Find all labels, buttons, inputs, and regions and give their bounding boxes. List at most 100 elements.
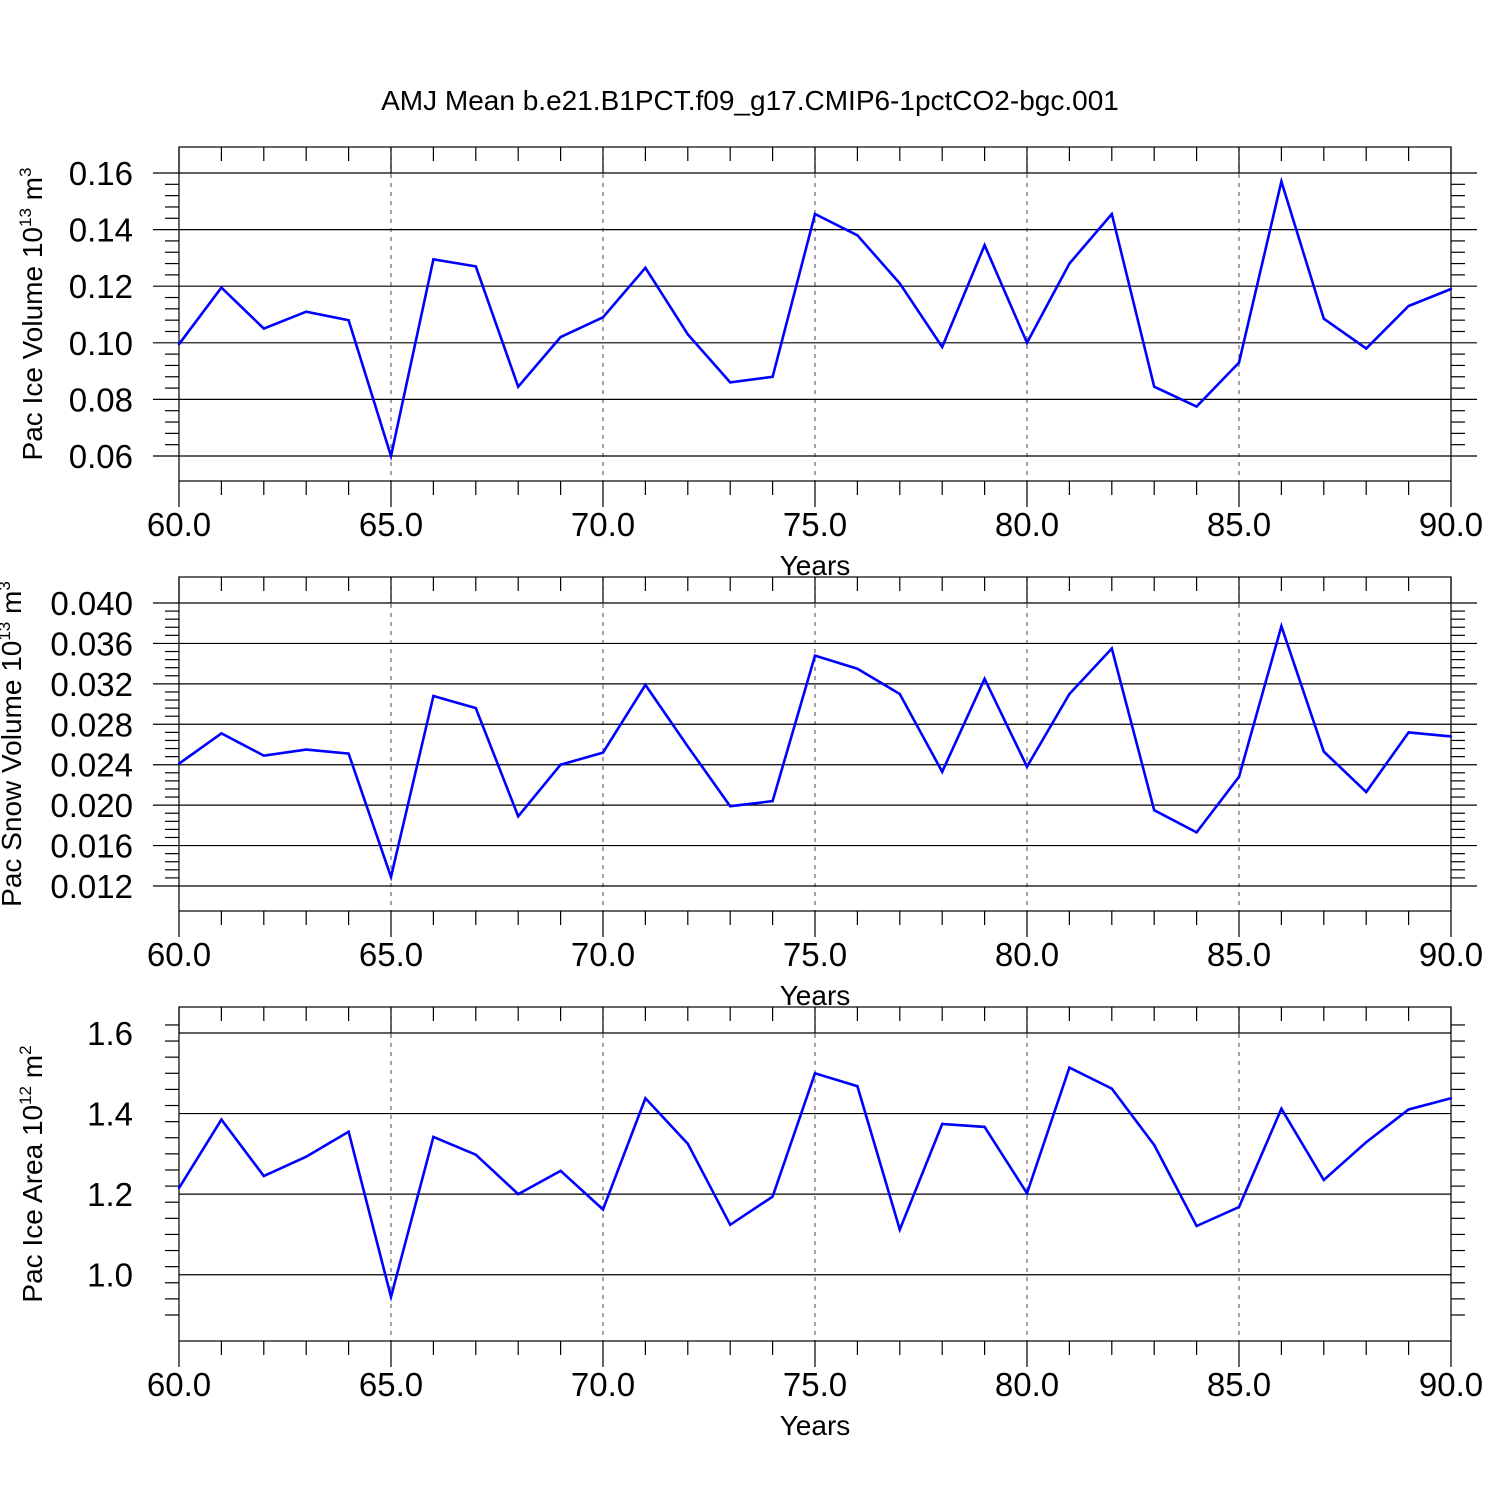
panels: 60.0 65.0 70.0 75.0 80.0 85.0 90.0 0.06 0.08 0.10… [0, 146, 1483, 1441]
data-point [813, 654, 817, 657]
data-point [305, 310, 308, 313]
data-point [1110, 1087, 1114, 1090]
y-tick-label: 1.6 [87, 1015, 133, 1052]
data-point [813, 1072, 817, 1075]
data-point [1068, 262, 1071, 265]
data-point [517, 815, 520, 818]
data-point [898, 282, 901, 285]
data-point [1110, 212, 1114, 216]
y-tick-label: 0.08 [69, 381, 133, 418]
data-point [644, 1097, 647, 1100]
data-point [898, 692, 901, 696]
y-tick-label: 1.4 [87, 1096, 133, 1133]
x-tick-label: 75.0 [783, 936, 847, 973]
data-point [983, 677, 986, 681]
data-point [347, 752, 350, 755]
data-point [601, 1208, 605, 1211]
data-point [771, 375, 774, 378]
y-axis-label-unit-exponent: 3 [16, 168, 35, 177]
data-point [177, 343, 181, 346]
y-axis-label-unit-exponent: 2 [16, 1045, 35, 1054]
data-point [517, 1192, 520, 1196]
data-point [1407, 304, 1410, 308]
data-point [941, 1122, 944, 1126]
x-axis-label: Years [780, 1410, 851, 1441]
y-axis-label-unit: m [17, 1055, 48, 1086]
x-tick-label: 70.0 [571, 1366, 635, 1403]
data-point [1237, 361, 1241, 364]
data-point [1280, 180, 1283, 183]
y-tick-label: 0.016 [50, 828, 133, 865]
data-point [220, 286, 223, 289]
data-point [1153, 808, 1156, 812]
y-tick-label: 0.032 [50, 666, 133, 703]
data-point [686, 1142, 689, 1145]
data-point [941, 770, 944, 773]
y-tick-label: 1.0 [87, 1257, 133, 1294]
x-tick-label: 65.0 [359, 936, 423, 973]
data-point [1449, 1097, 1453, 1100]
y-tick-label: 0.036 [50, 625, 133, 662]
data-point [983, 1125, 986, 1129]
data-point [601, 751, 605, 754]
data-point [1449, 735, 1453, 738]
panel-3: 60.0 65.0 70.0 75.0 80.0 85.0 90.0 1.0 1.2 1.4 1.6… [16, 1006, 1483, 1441]
x-tick-label: 70.0 [571, 936, 635, 973]
data-point [1025, 1192, 1029, 1195]
data-point [856, 1084, 859, 1088]
data-point [1322, 750, 1326, 753]
y-axis-label-text: Pac Snow Volume 10 [0, 641, 27, 907]
y-axis-label-unit: m [0, 591, 27, 622]
data-point [220, 732, 223, 735]
data-point [1322, 317, 1326, 320]
data-point [432, 1135, 435, 1139]
data-point [1322, 1178, 1326, 1182]
x-tick-label: 90.0 [1419, 936, 1483, 973]
x-tick-label: 85.0 [1207, 506, 1271, 543]
data-point [686, 745, 689, 748]
x-tick-label: 90.0 [1419, 506, 1483, 543]
data-point [1195, 405, 1198, 408]
x-tick-label: 60.0 [147, 936, 211, 973]
data-point [1068, 1066, 1071, 1069]
plot-frame [178, 146, 1452, 482]
y-tick-label: 0.012 [50, 868, 133, 905]
y-axis-label-exponent: 13 [0, 622, 14, 641]
y-tick-label: 0.020 [50, 787, 133, 824]
data-point [1365, 790, 1368, 794]
x-tick-label: 90.0 [1419, 1366, 1483, 1403]
y-tick-label: 0.12 [69, 268, 133, 305]
data-point [601, 316, 605, 319]
data-point [856, 667, 859, 670]
y-axis-label: Pac Snow Volume 1013 m3 [0, 581, 27, 907]
data-point [1237, 775, 1241, 779]
y-axis-label-text: Pac Ice Area 10 [17, 1105, 48, 1303]
data-point [856, 234, 859, 237]
plot-frame [178, 576, 1452, 912]
x-tick-label: 80.0 [995, 936, 1059, 973]
x-axis-label: Years [780, 550, 851, 581]
data-point [262, 754, 265, 757]
data-point [1025, 765, 1029, 768]
data-point [262, 1174, 265, 1178]
data-point [389, 1295, 393, 1299]
y-tick-label: 0.14 [69, 212, 133, 249]
data-point [983, 243, 986, 247]
data-point [1153, 385, 1156, 388]
data-point [559, 1169, 562, 1172]
data-point [1025, 341, 1029, 344]
data-point [347, 1130, 350, 1133]
data-point [1365, 1140, 1368, 1144]
data-point [517, 385, 520, 388]
y-axis-label-text: Pac Ice Volume 10 [17, 227, 48, 460]
data-point [432, 694, 435, 698]
y-axis-label-exponent: 12 [16, 1086, 35, 1105]
data-point [474, 1153, 477, 1156]
data-point [305, 1155, 308, 1158]
data-point [177, 1186, 181, 1190]
data-point [644, 683, 647, 687]
data-point [305, 748, 308, 751]
data-point [771, 1195, 774, 1198]
